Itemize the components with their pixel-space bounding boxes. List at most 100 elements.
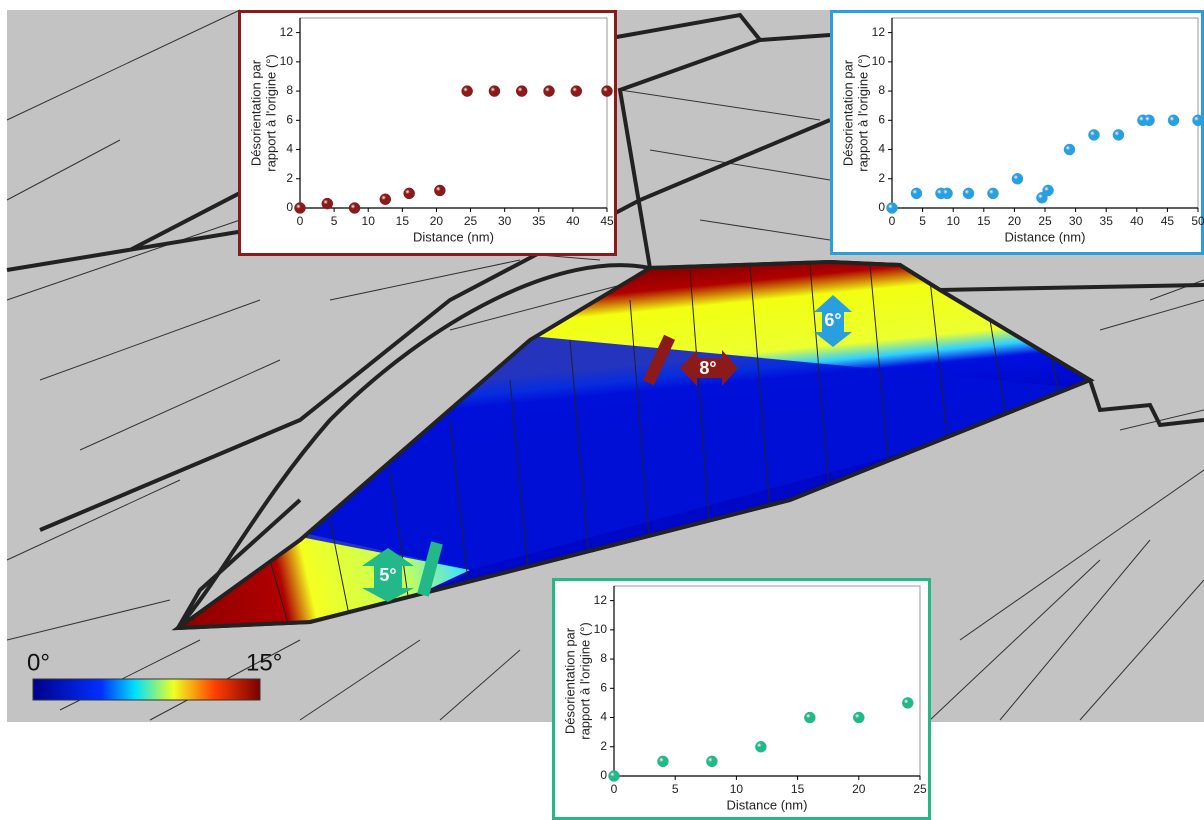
data-point <box>461 85 473 97</box>
x-tick-label: 5 <box>331 214 338 228</box>
x-tick-label: 45 <box>1161 214 1175 228</box>
x-tick-label: 25 <box>464 214 478 228</box>
data-point <box>570 85 583 97</box>
x-tick-label: 5 <box>672 782 679 796</box>
annotation: 8° <box>699 358 716 378</box>
colorbar: 0° 15° <box>27 649 282 701</box>
data-point <box>1042 184 1054 197</box>
data-point <box>886 202 898 214</box>
x-tick-label: 25 <box>1038 214 1052 228</box>
inset-chart: 0 2 4 6 8 10 12 0 5 10 15 20 25 30 35 40 45 50 Distance (n… <box>830 10 1204 255</box>
data-point <box>706 755 718 768</box>
data-point <box>1088 129 1100 141</box>
colorbar-max-label: 15° <box>246 649 282 676</box>
data-point <box>294 202 306 214</box>
data-point <box>1112 129 1125 141</box>
inset-chart: 0 2 4 6 8 10 12 0 5 10 15 20 25 30 35 40 45 Distance (nm)… <box>238 10 617 256</box>
x-tick-label: 15 <box>396 214 410 228</box>
x-axis-label: Distance (nm) <box>727 797 808 812</box>
data-point <box>1167 114 1180 127</box>
data-point <box>941 187 953 200</box>
data-point <box>608 770 620 782</box>
data-point <box>434 184 446 197</box>
x-tick-label: 35 <box>532 214 546 228</box>
y-axis-label: Désorientation par <box>562 627 577 734</box>
x-tick-label: 15 <box>791 782 805 796</box>
y-axis-label: rapport à l'origine (°) <box>577 622 592 740</box>
data-point <box>962 187 975 200</box>
data-point <box>321 197 334 210</box>
data-point <box>601 85 613 97</box>
y-tick-label: 8 <box>286 83 293 97</box>
x-tick-label: 0 <box>611 782 618 796</box>
x-tick-label: 10 <box>730 782 744 796</box>
x-tick-label: 15 <box>977 214 991 228</box>
y-tick-label: 0 <box>286 200 293 214</box>
data-point <box>853 711 865 724</box>
data-point <box>543 85 555 97</box>
colorbar-min-label: 0° <box>27 649 50 676</box>
y-tick-label: 4 <box>878 142 885 156</box>
inset-chart: 0 2 4 6 8 10 12 0 5 10 15 20 25 Distance (nm) Désorien… <box>552 578 931 820</box>
x-tick-label: 20 <box>852 782 866 796</box>
data-point <box>403 187 415 200</box>
data-point <box>515 85 528 97</box>
data-point <box>987 187 999 200</box>
x-tick-label: 25 <box>913 782 927 796</box>
y-tick-label: 6 <box>286 112 293 126</box>
x-tick-label: 30 <box>1069 214 1083 228</box>
x-tick-label: 20 <box>1008 214 1022 228</box>
y-tick-label: 12 <box>594 593 608 607</box>
y-tick-label: 8 <box>600 651 607 665</box>
x-tick-label: 40 <box>1130 214 1144 228</box>
y-tick-label: 6 <box>878 112 885 126</box>
y-tick-label: 10 <box>872 54 886 68</box>
data-point <box>1011 173 1024 185</box>
data-point <box>1143 114 1155 127</box>
annotation: 5° <box>379 565 396 585</box>
data-point <box>755 741 767 753</box>
x-tick-label: 40 <box>566 214 580 228</box>
y-tick-label: 6 <box>600 680 607 694</box>
data-point <box>902 697 914 709</box>
x-tick-label: 30 <box>498 214 512 228</box>
x-tick-label: 0 <box>889 214 896 228</box>
y-tick-label: 12 <box>280 25 294 39</box>
y-tick-label: 4 <box>600 710 607 724</box>
data-point <box>488 85 501 97</box>
y-tick-label: 0 <box>600 768 607 782</box>
inset-frame <box>238 10 617 256</box>
y-tick-label: 10 <box>280 54 294 68</box>
data-point <box>1063 143 1076 156</box>
data-point <box>379 193 392 205</box>
y-tick-label: 0 <box>878 200 885 214</box>
x-tick-label: 50 <box>1191 214 1204 228</box>
annotation: 6° <box>824 310 841 330</box>
y-tick-label: 12 <box>872 25 886 39</box>
x-tick-label: 0 <box>297 214 304 228</box>
y-tick-label: 8 <box>878 83 885 97</box>
data-point <box>657 755 669 768</box>
x-tick-label: 45 <box>600 214 614 228</box>
x-axis-label: Distance (nm) <box>1005 229 1086 244</box>
x-tick-label: 5 <box>919 214 926 228</box>
y-tick-label: 4 <box>286 142 293 156</box>
y-axis-label: rapport à l'origine (°) <box>855 54 870 172</box>
data-point <box>1192 114 1204 127</box>
y-tick-label: 10 <box>594 622 608 636</box>
y-axis-label: Désorientation par <box>248 59 263 166</box>
x-tick-label: 20 <box>430 214 444 228</box>
data-point <box>910 187 923 200</box>
x-tick-label: 35 <box>1100 214 1114 228</box>
y-axis-label: Désorientation par <box>840 59 855 166</box>
x-tick-label: 10 <box>362 214 376 228</box>
data-point <box>804 711 816 724</box>
x-axis-label: Distance (nm) <box>413 229 494 244</box>
y-axis-label: rapport à l'origine (°) <box>263 54 278 172</box>
x-tick-label: 10 <box>947 214 961 228</box>
y-tick-label: 2 <box>600 739 607 753</box>
data-point <box>348 202 361 214</box>
y-tick-label: 2 <box>878 171 885 185</box>
y-tick-label: 2 <box>286 171 293 185</box>
